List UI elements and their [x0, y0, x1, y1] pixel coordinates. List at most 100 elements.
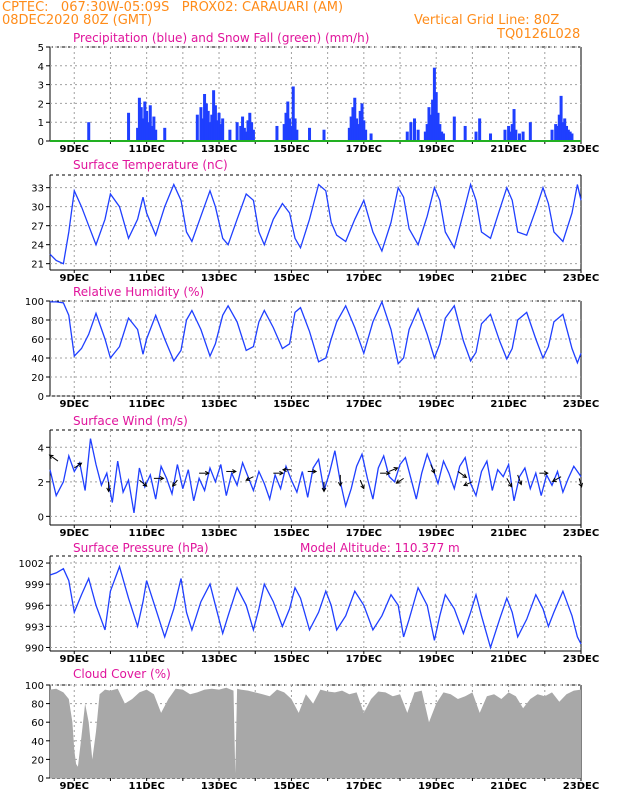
precip-bar	[145, 110, 149, 141]
precip-bar	[148, 105, 152, 141]
panel-2-title: Relative Humidity (%)	[73, 285, 204, 299]
panel-3-xtick-label: 17DEC	[346, 528, 382, 539]
precip-bar	[412, 118, 416, 141]
precip-bar	[478, 118, 482, 141]
precip-bar	[489, 133, 493, 141]
panel-1-ytick-label: 30	[31, 203, 44, 214]
panel-0-title: Precipitation (blue) and Snow Fall (gree…	[73, 31, 369, 45]
precip-bar	[244, 131, 248, 141]
wind-arrow-head	[312, 469, 318, 474]
panel-4-title: Surface Pressure (hPa)	[73, 541, 209, 555]
panel-0-xtick-label: 13DEC	[201, 144, 237, 155]
wind-arrow-shaft	[388, 467, 398, 472]
panel-2-series-line	[50, 300, 582, 366]
wind-arrow-head	[578, 482, 583, 488]
wind-arrow-head	[360, 484, 365, 490]
panel-0-ytick-label: 5	[38, 43, 44, 54]
precip-bar	[295, 129, 299, 141]
header-date: 08DEC2020 80Z (GMT)	[2, 13, 153, 28]
panel-1-xtick-label: 15DEC	[273, 273, 309, 284]
panel-3-xtick-label: 21DEC	[490, 528, 526, 539]
precip-bar	[136, 127, 140, 141]
precip-bar	[150, 125, 154, 141]
precip-bar	[557, 114, 561, 141]
precip-bar	[154, 129, 158, 141]
panel-1-ytick-label: 21	[31, 260, 44, 271]
panel-2-xtick-label: 15DEC	[273, 399, 309, 410]
precip-bar	[521, 131, 525, 141]
panel-4-ytick-label: 993	[25, 622, 44, 633]
wind-arrow-head	[48, 454, 54, 459]
precip-bar	[322, 129, 326, 141]
panel-3-xtick-label: 19DEC	[418, 528, 454, 539]
panel-1-ytick-label: 27	[31, 222, 44, 233]
panel-2-xtick-label: 13DEC	[201, 399, 237, 410]
panel-4-xtick-label: 23DEC	[563, 654, 599, 665]
wind-arrow-head	[321, 487, 327, 493]
panel-3-xtick-label: 11DEC	[128, 528, 164, 539]
wind-arrow-shaft	[430, 464, 435, 474]
precip-bar	[364, 129, 368, 141]
wind-arrow-head	[395, 479, 401, 484]
panel-4-xtick-label: 13DEC	[201, 654, 237, 665]
panel-4-xtick-label: 9DEC	[60, 654, 89, 665]
precip-bar	[143, 101, 147, 141]
panel-3-xtick-label: 13DEC	[201, 528, 237, 539]
precip-bar	[87, 122, 91, 141]
precip-bar	[356, 124, 360, 141]
precip-bar	[208, 122, 212, 141]
panel-5-xtick-label: 15DEC	[273, 781, 309, 792]
wind-arrow-head	[507, 482, 513, 488]
panel-5-xtick-label: 11DEC	[128, 781, 164, 792]
precip-bar	[246, 120, 250, 141]
panel-5-ytick-label: 0	[38, 774, 44, 785]
precip-bar	[570, 133, 574, 141]
precip-bar	[508, 131, 512, 141]
panel-0-ytick-label: 4	[38, 62, 44, 73]
panel-4-xtick-label: 11DEC	[128, 654, 164, 665]
panel-1-xtick-label: 9DEC	[60, 273, 89, 284]
header-model-code: TQ0126L028	[497, 27, 581, 42]
panel-0-ytick-label: 1	[38, 118, 44, 129]
panel-2-xtick-label: 19DEC	[418, 399, 454, 410]
precip-bar	[369, 133, 373, 141]
precip-bar	[195, 114, 199, 141]
wind-arrow-shaft	[463, 481, 473, 486]
panel-4-ytick-label: 990	[25, 643, 44, 654]
panel-4-ytick-label: 1002	[19, 559, 44, 570]
wind-arrow-head	[517, 480, 523, 486]
panel-4-ytick-label: 999	[25, 580, 44, 591]
wind-arrow-head	[232, 469, 237, 474]
wind-arrow-head	[245, 476, 251, 481]
precip-bar	[427, 107, 431, 141]
wind-arrow-head	[281, 467, 287, 473]
panel-2-ytick-label: 60	[31, 335, 44, 346]
precip-bar	[139, 107, 143, 141]
precip-bar	[212, 90, 216, 141]
panel-2-ytick-label: 40	[31, 354, 44, 365]
precip-bar	[349, 116, 353, 141]
wind-arrow-head	[393, 466, 399, 472]
wind-arrow-head	[430, 468, 436, 474]
precip-bar	[127, 112, 131, 141]
panel-4-xtick-label: 15DEC	[273, 654, 309, 665]
panel-2-ytick-label: 100	[25, 297, 44, 308]
precip-bar	[152, 116, 156, 141]
precip-bar	[353, 97, 357, 141]
panel-2-xtick-label: 17DEC	[346, 399, 382, 410]
precip-bar	[284, 112, 288, 141]
precip-bar	[507, 125, 511, 141]
precip-bar	[474, 131, 478, 141]
precip-bar	[434, 92, 438, 141]
wind-arrow-shaft	[139, 479, 147, 487]
panel-1-xtick-label: 19DEC	[418, 273, 454, 284]
wind-arrow-shaft	[172, 479, 178, 487]
precip-bar	[163, 127, 167, 141]
header-vertical-grid: Vertical Grid Line: 80Z	[414, 13, 560, 28]
precip-bar	[438, 124, 442, 141]
panel-0-xtick-label: 23DEC	[563, 144, 599, 155]
precip-bar	[360, 103, 364, 141]
panel-5-xtick-label: 23DEC	[563, 781, 599, 792]
wind-arrow-head	[385, 470, 391, 476]
